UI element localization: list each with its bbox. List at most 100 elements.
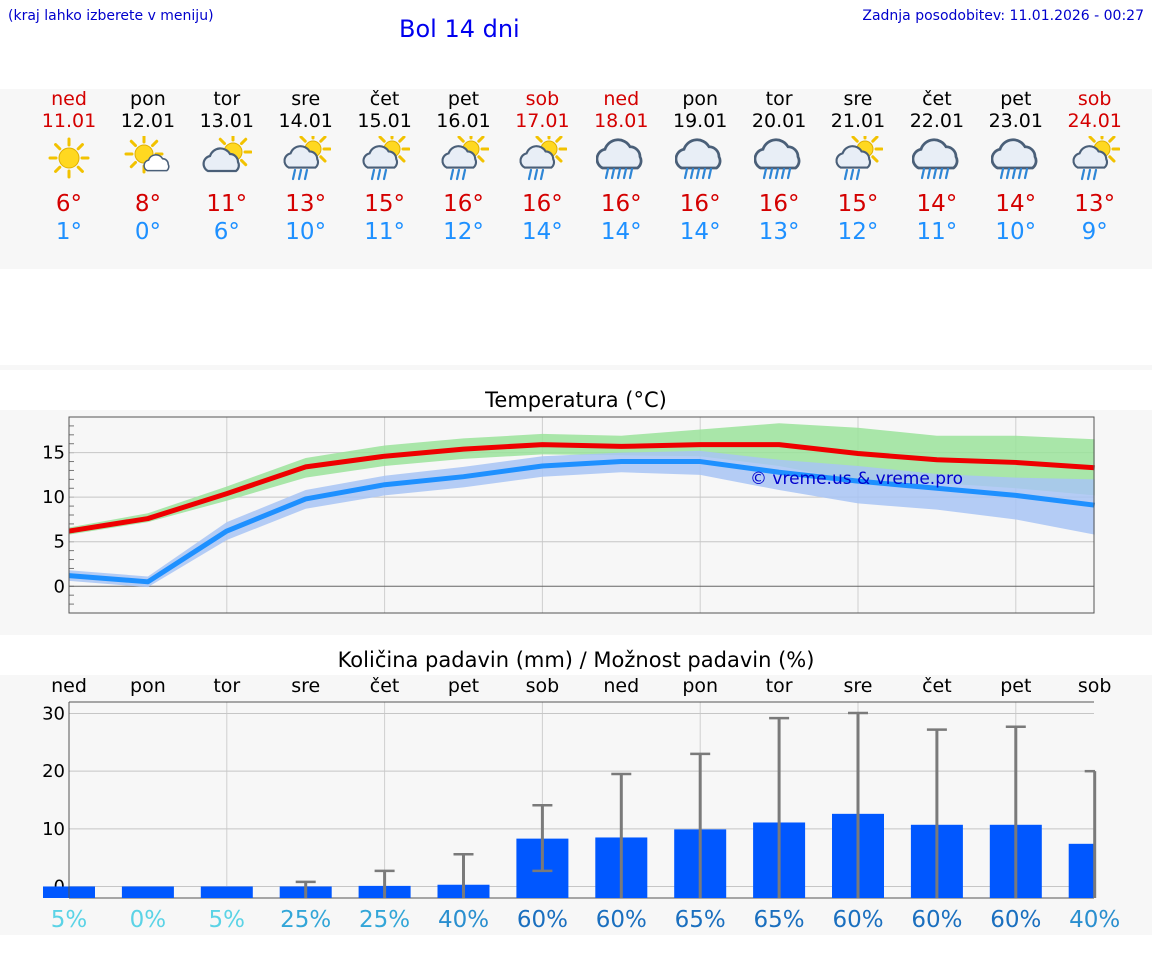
forecast-day: sre 14.01 13° 10° [266, 88, 346, 246]
day-name: sre [843, 88, 873, 110]
day-date: 13.01 [199, 110, 254, 132]
precip-day-label: sob [526, 675, 560, 697]
precip-day-label: ned [51, 675, 87, 697]
precip-probability: 60% [596, 907, 647, 933]
forecast-day: pon 19.01 16° 14° [660, 88, 740, 246]
max-temperature: 13° [285, 191, 327, 217]
precip-probability: 25% [280, 907, 331, 933]
precip-probability: 5% [51, 907, 88, 933]
day-date: 20.01 [751, 110, 807, 132]
max-temperature: 8° [134, 191, 161, 217]
precip-probability: 40% [1069, 907, 1120, 933]
precip-probability: 40% [438, 907, 489, 933]
plot-frame [68, 416, 1095, 614]
min-temperature: 12° [443, 219, 484, 245]
day-name: tor [765, 88, 793, 110]
max-temperature: 16° [522, 191, 563, 217]
day-name: pon [130, 88, 166, 110]
temperature-chart: 0 5 10 15 © vreme.us & vreme.pro [42, 416, 1096, 614]
y-tick-label: 20 [42, 761, 65, 782]
forecast-day: čet 15.01 15° 11° [345, 88, 425, 246]
precip-bar [200, 886, 253, 898]
max-temperature: 16° [443, 191, 484, 217]
max-temperature: 14° [995, 191, 1037, 217]
day-date: 14.01 [278, 110, 333, 132]
forecast-day: pet 16.01 16° 12° [424, 88, 504, 246]
day-name: pet [1000, 88, 1032, 110]
day-name: čet [369, 88, 400, 110]
sun-cloud-rain-icon [517, 130, 568, 184]
forecast-day: ned 18.01 16° 14° [581, 88, 661, 246]
day-date: 15.01 [357, 110, 412, 132]
min-temperature: 10° [285, 219, 327, 245]
max-temperature-line [68, 442, 1095, 534]
day-name: tor [213, 88, 241, 110]
min-temperature: 6° [213, 219, 240, 245]
max-temperature: 14° [916, 191, 958, 217]
max-temperature: 15° [364, 191, 405, 217]
min-temperature: 9° [1081, 219, 1108, 245]
min-temperature: 1° [55, 219, 83, 245]
header-left-note: (kraj lahko izberete v meniju) [8, 8, 214, 24]
day-date: 16.01 [436, 110, 491, 132]
rain-cloud-icon [674, 136, 725, 184]
day-date: 24.01 [1067, 110, 1122, 132]
forecast-day: čet 22.01 14° 11° [897, 88, 977, 246]
forecast-band [0, 89, 1152, 269]
y-tick-label: 5 [54, 532, 65, 553]
sun-cloud-rain-icon [281, 130, 332, 184]
precip-bar [1068, 843, 1094, 898]
day-name: ned [603, 88, 640, 110]
sun-cloud-rain-icon [833, 130, 884, 184]
max-temperature: 16° [600, 191, 642, 217]
precip-probability: 25% [359, 907, 410, 933]
precipitation-chart-title: Količina padavin (mm) / Možnost padavin … [337, 648, 815, 672]
precip-probability: 60% [832, 907, 883, 933]
separator-band [0, 365, 1152, 370]
min-temperature: 11° [364, 219, 405, 245]
y-tick-label: 10 [42, 819, 65, 840]
precip-day-label: pet [448, 675, 479, 697]
day-date: 17.01 [515, 110, 570, 132]
precip-day-label: tor [213, 675, 240, 697]
day-name: pon [682, 88, 719, 110]
precip-day-label: sob [1078, 675, 1112, 697]
y-tick-label: 30 [42, 704, 65, 725]
y-tick-label: 15 [42, 443, 65, 464]
page-title: Bol 14 dni [399, 15, 520, 43]
precip-day-label: tor [766, 675, 793, 697]
forecast-day: tor 20.01 16° 13° [739, 88, 819, 246]
precip-day-label: sre [844, 675, 873, 697]
max-temperature: 16° [758, 191, 800, 217]
precip-day-label: čet [922, 675, 952, 697]
rain-cloud-icon [595, 136, 646, 184]
precip-probability: 65% [675, 907, 726, 933]
max-temperature: 13° [1074, 191, 1116, 217]
precip-day-label: ned [603, 675, 639, 697]
precip-probability: 5% [209, 907, 246, 933]
day-date: 21.01 [830, 110, 886, 132]
day-name: sob [1077, 88, 1112, 110]
precip-probability: 60% [990, 907, 1041, 933]
day-date: 12.01 [120, 110, 176, 132]
precip-day-label: pet [1000, 675, 1031, 697]
max-temperature: 15° [837, 191, 879, 217]
day-date: 11.01 [41, 110, 97, 132]
min-temperature: 12° [837, 219, 879, 245]
forecast-day: pet 23.01 14° 10° [976, 88, 1056, 246]
min-temperature: 10° [995, 219, 1037, 245]
precip-day-label: pon [130, 675, 166, 697]
sun-icon [44, 136, 94, 184]
precip-probability: 0% [130, 907, 167, 933]
forecast-day: pon 12.01 8° 0° [108, 88, 188, 246]
forecast-days: ned 11.01 6° 1° pon 12.01 8° 0° tor 13.01 11° 6° sre… [0, 88, 1152, 268]
day-date: 23.01 [988, 110, 1043, 132]
min-temperature-line [68, 459, 1096, 585]
min-temperature: 0° [134, 219, 161, 245]
min-temperature: 14° [679, 219, 721, 245]
min-temperature: 13° [758, 219, 800, 245]
forecast-day: ned 11.01 6° 1° [29, 88, 109, 246]
max-temperature: 6° [55, 191, 83, 217]
day-name: ned [51, 88, 87, 110]
precip-probability: 60% [517, 907, 568, 933]
